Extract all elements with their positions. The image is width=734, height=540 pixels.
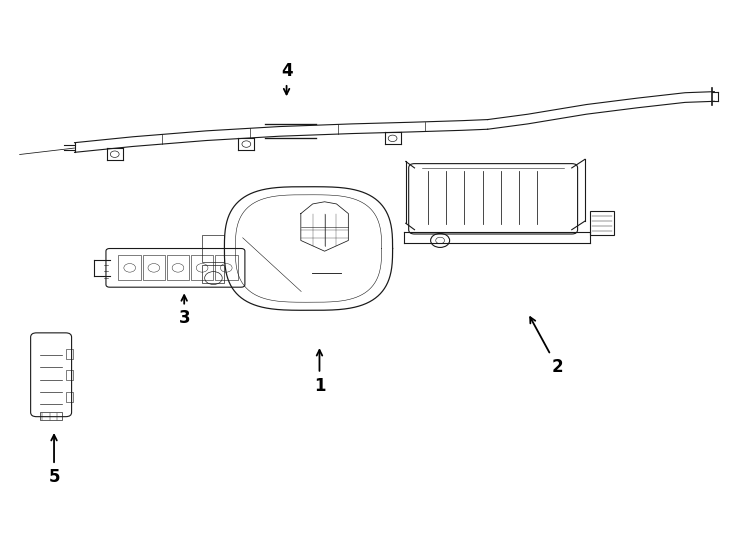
Bar <box>66 349 73 359</box>
Bar <box>40 413 62 421</box>
Bar <box>118 255 141 280</box>
Bar <box>167 255 189 280</box>
Bar <box>191 255 214 280</box>
Bar <box>142 255 165 280</box>
Text: 3: 3 <box>178 295 190 327</box>
Bar <box>215 255 238 280</box>
Bar <box>203 265 225 284</box>
Text: 5: 5 <box>48 435 59 486</box>
Bar <box>590 211 614 235</box>
Text: 4: 4 <box>280 62 292 94</box>
Bar <box>66 370 73 380</box>
Text: 1: 1 <box>313 350 325 395</box>
Bar <box>66 392 73 402</box>
Bar <box>203 235 225 262</box>
Text: 2: 2 <box>530 317 563 376</box>
